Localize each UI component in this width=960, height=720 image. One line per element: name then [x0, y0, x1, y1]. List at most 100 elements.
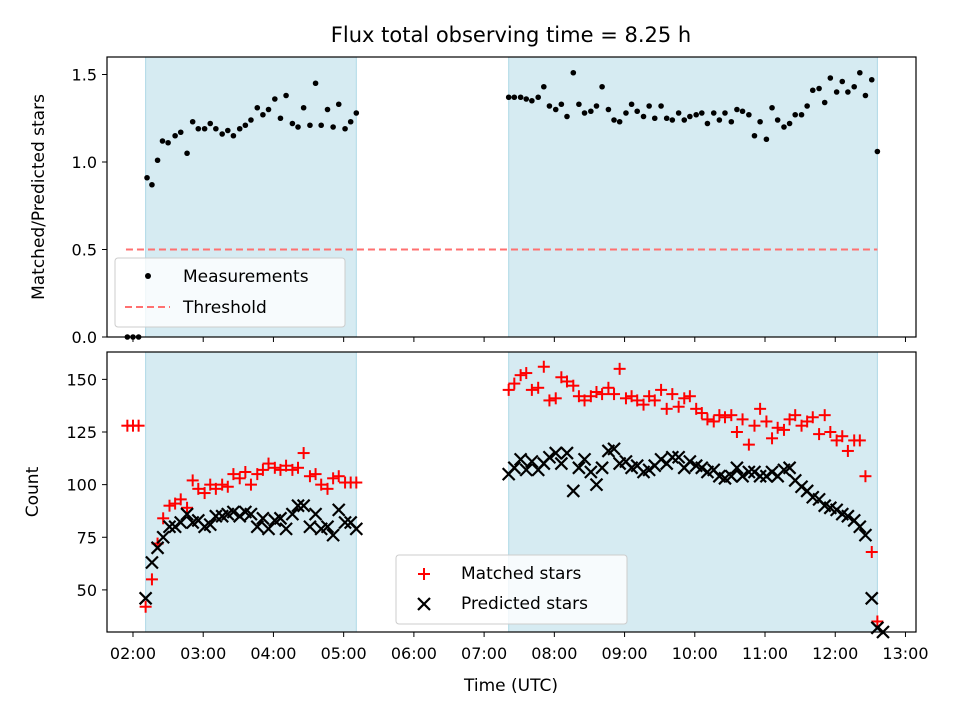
- top-observing-window-1: [508, 56, 878, 338]
- predicted-stars-point: [156, 530, 170, 545]
- predicted-stars-point: [742, 465, 756, 479]
- matched-stars-point: [824, 426, 837, 438]
- measurements-point: [845, 89, 851, 95]
- predicted-stars-point: [250, 519, 265, 534]
- measurements-point: [611, 117, 617, 123]
- predicted-stars-point: [584, 465, 598, 479]
- measurements-point: [564, 113, 570, 120]
- predicted-stars-point: [782, 461, 797, 475]
- matched-stars-point: [350, 476, 363, 489]
- measurements-point: [546, 103, 553, 109]
- matched-stars-point: [132, 419, 145, 432]
- measurements-point: [552, 106, 559, 113]
- measurements-point: [868, 76, 875, 83]
- xtick-label: 04:00: [250, 644, 296, 663]
- measurements-point: [798, 111, 805, 118]
- measurements-point: [505, 94, 512, 101]
- measurements-point: [658, 103, 664, 109]
- matched-stars-point: [678, 392, 691, 405]
- measurements-point: [839, 78, 846, 85]
- matched-stars-point: [286, 463, 299, 476]
- predicted-stars-point: [548, 446, 563, 460]
- measurements-point: [651, 115, 658, 122]
- measurements-point: [177, 129, 184, 136]
- bottom-axes-frame: [106, 351, 917, 633]
- legend-measurements-marker: [145, 273, 151, 279]
- xtick-label: 06:00: [391, 644, 437, 663]
- measurements-point: [763, 136, 770, 143]
- bottom-ytick-label: 100: [66, 476, 97, 495]
- predicted-stars-point: [841, 509, 855, 523]
- measurements-point: [746, 111, 752, 118]
- predicted-stars-point: [864, 591, 879, 606]
- measurements-point: [353, 110, 360, 116]
- matched-stars-point: [683, 390, 696, 403]
- measurements-point: [254, 104, 261, 111]
- top-ytick-label: 0.5: [72, 241, 97, 260]
- measurements-point: [710, 110, 717, 116]
- measurements-point: [289, 120, 296, 127]
- measurements-point: [827, 75, 834, 81]
- matched-stars-point: [695, 407, 708, 420]
- matched-stars-point: [602, 381, 615, 394]
- measurements-point: [159, 138, 166, 144]
- xtick-label: 11:00: [742, 644, 788, 663]
- predicted-stars-point: [724, 469, 739, 483]
- predicted-stars-point: [273, 511, 288, 526]
- measurements-point: [236, 125, 243, 132]
- matched-stars-point: [543, 394, 556, 407]
- predicted-stars-point: [338, 515, 352, 530]
- matched-stars-point: [297, 447, 310, 460]
- measurements-point: [593, 103, 600, 109]
- matched-stars-point: [520, 367, 533, 380]
- predicted-stars-point: [572, 461, 586, 475]
- matched-stars-point: [596, 388, 609, 401]
- measurements-point: [804, 103, 810, 109]
- measurements-point: [687, 113, 693, 120]
- matched-stars-point: [567, 379, 580, 392]
- matched-stars-point: [315, 478, 328, 491]
- matched-stars-point: [327, 472, 340, 485]
- xtick-label: 09:00: [602, 644, 648, 663]
- measurements-point: [599, 83, 605, 90]
- measurements-point: [663, 115, 670, 122]
- measurements-point: [816, 85, 822, 92]
- measurements-point: [324, 106, 331, 113]
- measurements-point: [307, 122, 313, 129]
- measurements-point: [213, 125, 219, 132]
- predicted-stars-point: [326, 528, 340, 542]
- predicted-stars-point: [513, 452, 528, 467]
- predicted-stars-point: [735, 469, 750, 483]
- measurements-point: [821, 99, 828, 106]
- bottom-ytick-label: 150: [66, 370, 97, 389]
- measurements-point: [207, 120, 214, 127]
- predicted-stars-point: [145, 555, 159, 570]
- predicted-stars-point: [296, 498, 311, 513]
- matched-stars-point: [508, 377, 521, 390]
- predicted-stars-point: [138, 591, 153, 606]
- measurements-point: [734, 106, 740, 113]
- chart-title: Flux total observing time = 8.25 h: [331, 23, 691, 47]
- measurements-point: [189, 118, 196, 125]
- matched-stars-point: [718, 411, 731, 424]
- matched-stars-point: [244, 478, 257, 491]
- measurements-point: [809, 87, 816, 94]
- predicted-stars-point: [261, 522, 276, 536]
- measurements-point: [172, 132, 178, 139]
- matched-stars-point: [332, 470, 345, 483]
- measurements-point: [272, 96, 278, 102]
- matched-stars-point: [280, 459, 293, 472]
- top-panel-ratio: 0.0 0.5 1.0 1.5 Matched/Predicted stars Mea…: [29, 56, 917, 347]
- matched-stars-point: [157, 512, 170, 525]
- top-ylabel: Matched/Predicted stars: [29, 94, 49, 300]
- predicted-stars-point: [349, 522, 364, 536]
- predicted-stars-point: [858, 528, 873, 542]
- matched-stars-point: [525, 383, 538, 396]
- measurements-point: [149, 181, 155, 188]
- measurements-point: [628, 101, 635, 108]
- matched-stars-point: [813, 428, 826, 441]
- matched-stars-point: [631, 394, 644, 407]
- predicted-stars-point: [753, 469, 767, 483]
- matched-stars-point: [186, 474, 199, 487]
